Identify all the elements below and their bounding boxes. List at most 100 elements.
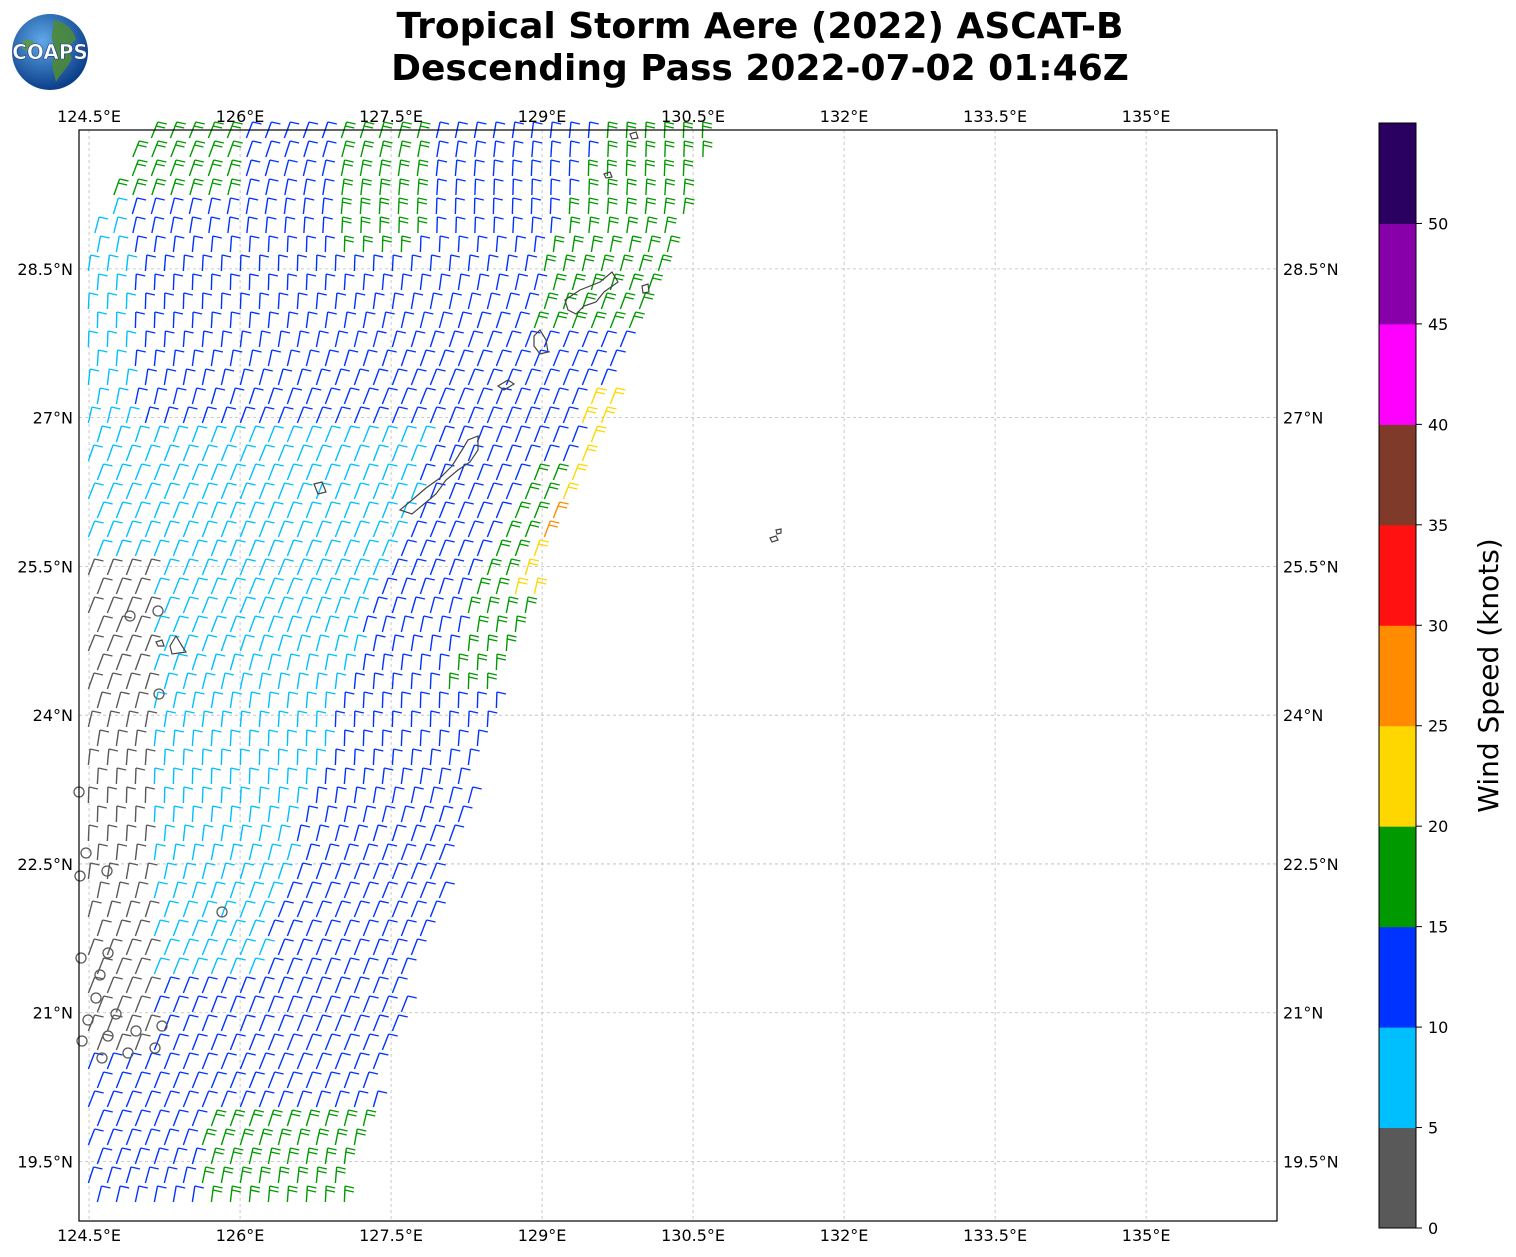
wind-barb: [340, 197, 352, 215]
wind-barb: [340, 159, 354, 177]
wind-barb: [381, 995, 398, 1013]
wind-barb: [476, 539, 493, 557]
wind-barb: [172, 425, 189, 443]
wind-barb: [571, 311, 588, 329]
wind-barb: [400, 729, 412, 747]
wind-barb: [457, 615, 471, 633]
wind-barb: [239, 938, 256, 956]
lon-tick-label-bottom: 127.5°E: [359, 1226, 423, 1245]
wind-barb: [305, 1033, 322, 1051]
wind-barb: [191, 767, 202, 785]
lat-tick-label-left: 27°N: [33, 409, 73, 428]
wind-barb: [239, 1128, 255, 1146]
wind-barb: [362, 387, 379, 405]
wind-barb: [96, 957, 113, 975]
calm-wind-marker: [96, 1052, 108, 1064]
wind-barb: [543, 406, 560, 424]
wind-barb: [569, 140, 580, 158]
wind-barb: [296, 672, 309, 690]
wind-barb: [410, 824, 426, 842]
wind-barb: [400, 311, 415, 329]
wind-barb: [362, 805, 377, 823]
wind-barb: [514, 425, 531, 443]
wind-barb: [438, 729, 450, 747]
wind-barb: [315, 254, 326, 272]
wind-barb: [495, 387, 512, 405]
wind-barb: [277, 406, 294, 424]
wind-barb: [476, 235, 488, 253]
wind-barb: [543, 368, 560, 386]
wind-barb: [324, 1109, 339, 1127]
wind-barb: [220, 444, 237, 462]
wind-barb: [191, 1147, 207, 1165]
wind-barb: [208, 216, 221, 234]
wind-barb: [239, 558, 256, 576]
wind-barb: [125, 710, 139, 728]
wind-barb: [457, 653, 469, 671]
wind-barb: [286, 805, 299, 823]
wind-barb: [588, 216, 600, 234]
wind-barb: [125, 406, 140, 424]
wind-barb: [531, 178, 542, 196]
calm-wind-marker: [80, 847, 92, 859]
wind-barb: [381, 767, 394, 785]
wind-barb: [448, 292, 462, 310]
wind-barb: [229, 843, 243, 861]
wind-barb: [220, 1090, 237, 1108]
wind-barb: [324, 501, 341, 519]
lon-tick-label-top: 133.5°E: [963, 107, 1027, 126]
wind-barb: [417, 140, 431, 158]
wind-barb: [416, 121, 431, 139]
wind-barb: [163, 1052, 180, 1070]
wind-barb: [628, 311, 645, 329]
wind-barb: [248, 311, 260, 329]
wind-barb: [106, 330, 118, 348]
wind-barb: [448, 330, 464, 348]
wind-barb: [524, 520, 541, 538]
wind-barb: [277, 368, 293, 386]
wind-barb: [267, 1071, 284, 1089]
wind-barb: [210, 615, 227, 633]
wind-barb: [552, 273, 567, 291]
wind-barb: [286, 1185, 298, 1203]
wind-barb: [315, 520, 332, 538]
wind-barb: [210, 539, 227, 557]
wind-barb: [172, 273, 184, 291]
wind-barb: [324, 881, 341, 899]
wind-barb: [125, 786, 136, 804]
wind-barb: [381, 463, 398, 481]
wind-barb: [552, 311, 569, 329]
lat-tick-label-right: 28.5°N: [1283, 260, 1339, 279]
wind-barb: [246, 216, 258, 234]
wind-barb: [125, 596, 142, 614]
wind-barb: [239, 748, 250, 766]
wind-barb: [96, 919, 112, 937]
wind-barb: [512, 178, 523, 196]
wind-barb: [172, 1109, 189, 1127]
wind-barb: [486, 330, 503, 348]
wind-barb: [476, 273, 490, 291]
wind-barb: [182, 368, 196, 386]
wind-barb: [305, 881, 322, 899]
wind-barb: [191, 349, 204, 367]
wind-barb: [125, 254, 138, 272]
wind-barb: [400, 691, 412, 709]
wind-barb: [267, 501, 284, 519]
wind-barb: [429, 824, 446, 842]
wind-barb: [87, 330, 99, 348]
wind-barb: [239, 1014, 256, 1032]
wind-barb: [210, 691, 224, 709]
wind-barb: [391, 368, 408, 386]
wind-barb: [607, 216, 619, 234]
wind-barb: [201, 1014, 218, 1032]
wind-barb: [153, 235, 166, 253]
colorbar-tick-label: 0: [1428, 1219, 1438, 1238]
wind-barb: [381, 577, 398, 595]
wind-barb: [163, 976, 180, 994]
wind-barb: [315, 596, 332, 614]
wind-barb: [590, 387, 607, 405]
wind-barb: [258, 862, 274, 880]
wind-barb: [172, 539, 189, 557]
wind-barb: [163, 596, 180, 614]
map-frame: [78, 129, 1278, 1222]
